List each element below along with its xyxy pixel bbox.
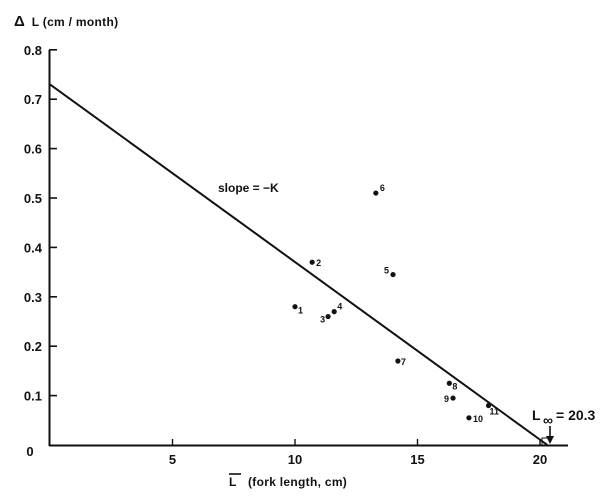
data-point	[331, 309, 337, 315]
svg-text:L: L	[229, 475, 237, 489]
y-tick-label: 0.6	[24, 142, 42, 157]
y-tick-label: 0.2	[24, 339, 42, 354]
data-point	[325, 313, 331, 320]
data-point	[485, 402, 492, 409]
y-tick-label: 0.3	[24, 290, 42, 305]
x-tick-label: 10	[288, 452, 302, 467]
data-point	[309, 259, 315, 265]
y-axis-title: Δ L (cm / month)	[14, 13, 118, 30]
svg-text:(fork length, cm): (fork length, cm)	[248, 475, 347, 489]
regression-line	[49, 83, 548, 446]
x-tick-label: 20	[533, 452, 547, 467]
data-point	[373, 190, 379, 196]
x-tick-label: 15	[410, 452, 424, 467]
data-point	[466, 415, 472, 421]
data-point-label: 5	[384, 266, 389, 276]
linf-infinity-subscript: ∞	[543, 412, 553, 428]
data-points: 1 2 3 4 5 6 7 89 10 11	[292, 183, 499, 424]
data-point	[395, 358, 401, 364]
data-point	[446, 380, 452, 386]
y-tick-label: 0.7	[24, 92, 42, 107]
data-point-label: 7	[401, 357, 406, 367]
x-ticks: 5 10 15 20	[169, 439, 547, 467]
data-point-label: 8	[452, 381, 457, 391]
data-point-label: 4	[337, 302, 342, 312]
data-point-label: 9	[444, 394, 449, 404]
linf-annotation: L ∞ = 20.3	[532, 407, 596, 445]
data-point-label: 6	[380, 183, 385, 193]
linf-value: = 20.3	[556, 407, 596, 423]
x-axis-title: L (fork length, cm)	[229, 473, 347, 489]
data-point-label: 2	[316, 258, 321, 268]
data-point-label: 3	[320, 315, 325, 325]
right-angle-marker	[541, 437, 549, 445]
data-point	[450, 395, 456, 401]
y-ticks: 0.1 0.2 0.3 0.4 0.5 0.6 0.7 0.8	[24, 43, 57, 404]
x-tick-label: 5	[169, 452, 176, 467]
y-tick-label: 0.8	[24, 43, 42, 58]
data-point-label: 11	[490, 406, 500, 416]
y-tick-label: 0.4	[24, 240, 43, 255]
origin-label: 0	[26, 444, 33, 459]
y-tick-label: 0.5	[24, 191, 42, 206]
slope-annotation: slope = −K	[218, 181, 279, 195]
linf-L: L	[532, 407, 541, 423]
data-point	[292, 304, 298, 310]
data-point-label: 1	[298, 306, 303, 316]
y-tick-label: 0.1	[24, 389, 42, 404]
linf-arrow-head-icon	[546, 436, 554, 444]
data-point	[390, 271, 396, 278]
data-point-label: 10	[473, 414, 483, 424]
